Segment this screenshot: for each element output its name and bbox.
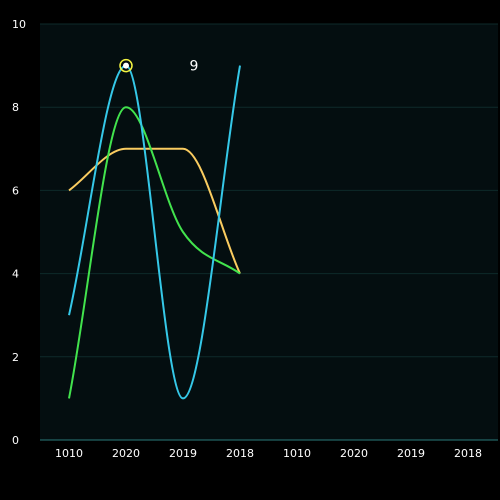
x-tick-label: 1010: [283, 447, 311, 460]
x-tick-label: 2018: [454, 447, 482, 460]
y-tick-label: 6: [12, 184, 19, 197]
y-tick-label: 2: [12, 351, 19, 364]
highlight-value-label: 9: [190, 59, 199, 75]
x-axis-ticks: 1010 2020 2019 2018 1010 2020 2019 2018: [55, 447, 482, 460]
x-tick-label: 1010: [55, 447, 83, 460]
y-tick-label: 4: [12, 268, 19, 281]
y-axis-ticks: 0 2 4 6 8 10: [12, 18, 26, 447]
y-tick-label: 0: [12, 434, 19, 447]
y-tick-label: 8: [12, 101, 19, 114]
highlight-point: [123, 63, 129, 69]
x-tick-label: 2019: [397, 447, 425, 460]
x-tick-label: 2018: [226, 447, 254, 460]
x-tick-label: 2020: [340, 447, 368, 460]
plot-area: [40, 24, 498, 440]
x-tick-label: 2020: [112, 447, 140, 460]
y-tick-label: 10: [12, 18, 26, 31]
x-tick-label: 2019: [169, 447, 197, 460]
